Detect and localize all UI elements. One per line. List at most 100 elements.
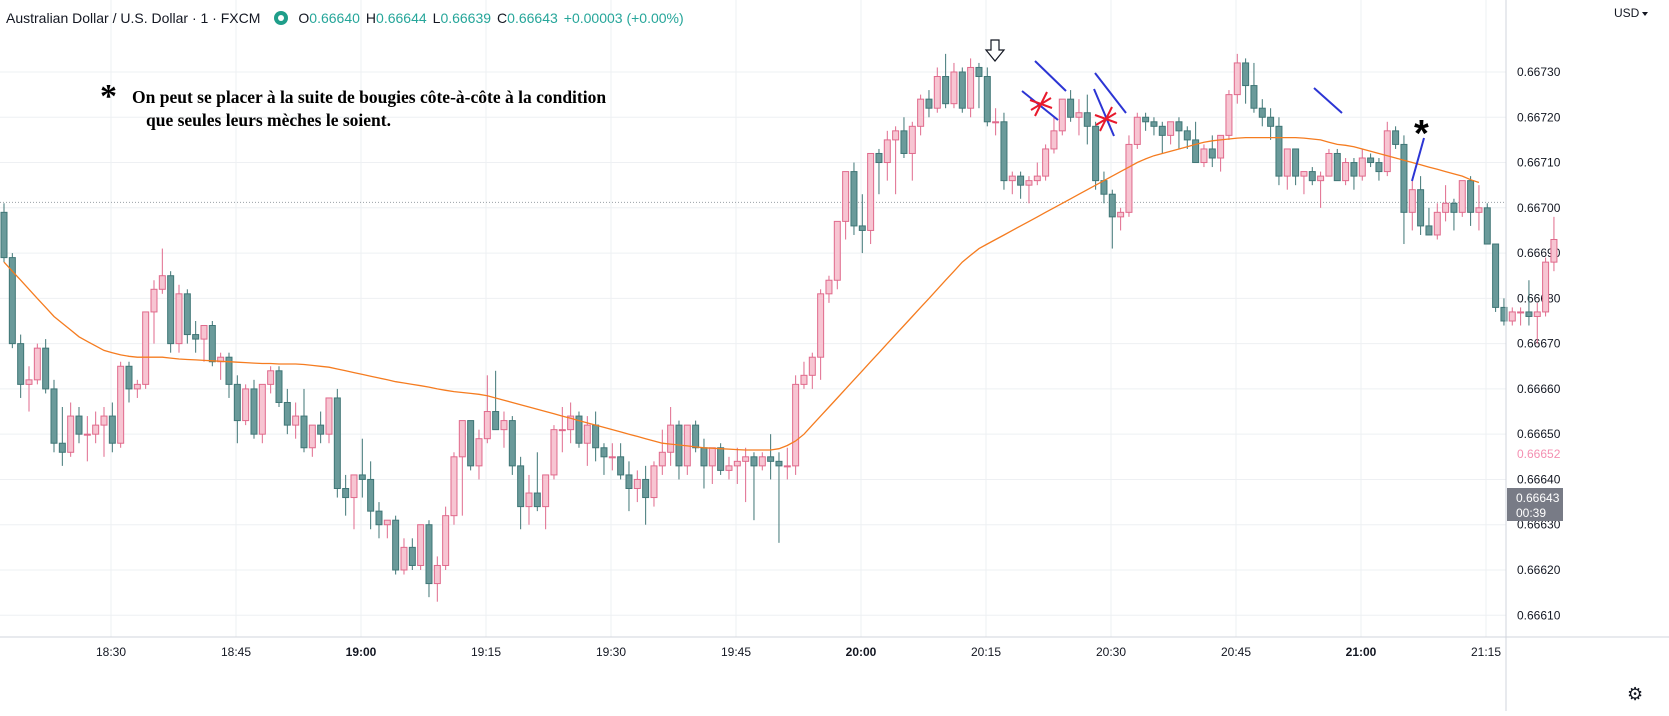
candle-body (175, 293, 183, 345)
moving-average-line (3, 136, 1480, 451)
market-status-icon[interactable] (274, 11, 289, 25)
candle-body (875, 152, 883, 164)
candle-body (917, 98, 925, 127)
candle-body (1533, 311, 1541, 317)
candle-body (558, 429, 566, 432)
candle-body (792, 383, 800, 467)
annotation-line (1411, 137, 1425, 182)
candle-body (1525, 311, 1533, 317)
candle-body (592, 424, 600, 449)
candle-body (567, 415, 575, 431)
candle-body (1408, 189, 1416, 213)
price-tick-label: 0.66710 (1517, 156, 1561, 170)
candle-body (800, 374, 808, 385)
candle-body (1050, 130, 1058, 150)
time-tick-label: 21:15 (1471, 645, 1501, 659)
annotation-line-1: On peut se placer à la suite de bougies … (132, 87, 607, 107)
change-value: +0.00003 (+0.00%) (563, 10, 684, 26)
time-tick-label: 19:15 (471, 645, 501, 659)
open-key: O (298, 10, 310, 26)
candle-body (492, 411, 500, 431)
candle-body (1233, 62, 1241, 96)
candle-body (1383, 130, 1391, 173)
symbol-title[interactable]: Australian Dollar / U.S. Dollar · 1 · FX… (6, 10, 261, 26)
candle-body (725, 465, 733, 471)
candle-body (92, 424, 100, 435)
candle-body (33, 347, 41, 381)
price-tick-label: 0.66690 (1517, 246, 1561, 260)
currency-selector[interactable]: USD (1614, 6, 1648, 20)
candle-body (1075, 112, 1083, 118)
candle-body (275, 370, 283, 403)
candle-body (850, 171, 858, 227)
candle-body (1375, 162, 1383, 173)
annotation-line (1034, 60, 1067, 92)
candle-body (200, 325, 208, 340)
candle-body (925, 98, 933, 109)
candle-body (100, 415, 108, 426)
candle-body (600, 447, 608, 458)
candle-body (250, 388, 258, 435)
annotation-line (1093, 88, 1115, 137)
candle-body (0, 211, 8, 259)
candle-body (358, 474, 366, 480)
candle-body (483, 411, 491, 440)
candle-body (1467, 180, 1475, 213)
candle-body (1067, 98, 1075, 118)
candle-body (17, 343, 25, 385)
candle-body (525, 492, 533, 508)
candle-body (450, 456, 458, 517)
candle-body (50, 388, 58, 444)
candle-body (67, 415, 75, 453)
candle-body (83, 433, 91, 436)
price-tick-label: 0.66680 (1517, 291, 1561, 305)
candle-body (192, 334, 200, 340)
candle-body (650, 465, 658, 499)
gear-icon[interactable]: ⚙ (1627, 684, 1644, 704)
time-tick-label: 19:30 (596, 645, 626, 659)
time-tick-label: 19:45 (721, 645, 751, 659)
candle-body (433, 564, 441, 585)
time-tick-label: 21:00 (1346, 645, 1377, 659)
candle-body (1092, 125, 1100, 182)
candle-body (817, 293, 825, 358)
candle-body (208, 325, 216, 363)
candle-body (933, 76, 941, 109)
candle-body (517, 465, 525, 508)
price-tick-label: 0.66630 (1517, 518, 1561, 532)
candle-body (1058, 98, 1066, 132)
open-value: 0.66640 (309, 10, 360, 26)
candle-body (1267, 116, 1275, 127)
candle-body (1417, 189, 1425, 227)
candle-body (375, 510, 383, 526)
time-tick-label: 20:15 (971, 645, 1001, 659)
high-value: 0.66644 (376, 10, 427, 26)
candle-body (1350, 162, 1358, 177)
candle-body (608, 456, 616, 459)
candle-body (975, 66, 983, 78)
candle-body (158, 275, 166, 290)
candle-body (183, 293, 191, 336)
candle-body (658, 451, 666, 467)
candle-body (1200, 148, 1208, 164)
candle-body (350, 474, 358, 499)
candle-body (950, 71, 958, 105)
candle-body (1325, 152, 1333, 177)
close-key: C (497, 10, 508, 26)
price-tick-label: 0.66720 (1517, 110, 1561, 124)
candle-body (242, 388, 250, 422)
price-tick-label: 0.66640 (1517, 472, 1561, 486)
candle-body (583, 424, 591, 444)
candle-body (692, 424, 700, 449)
candle-body (617, 456, 625, 476)
candle-body (1125, 143, 1133, 213)
candle-body (142, 311, 150, 385)
candle-body (508, 420, 516, 467)
candle-body (625, 474, 633, 490)
candle-body (958, 71, 966, 109)
last-price-box (1507, 488, 1563, 521)
candle-body (258, 383, 266, 435)
time-tick-label: 18:30 (96, 645, 126, 659)
